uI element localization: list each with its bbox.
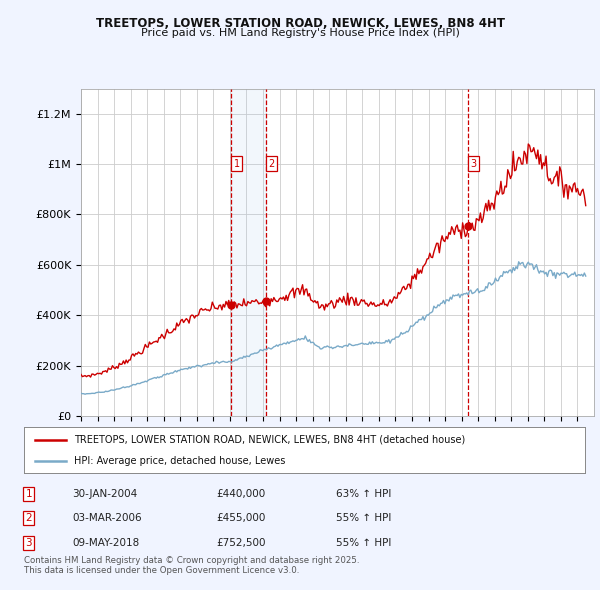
- Text: £440,000: £440,000: [216, 489, 265, 499]
- Text: 03-MAR-2006: 03-MAR-2006: [72, 513, 142, 523]
- Text: 09-MAY-2018: 09-MAY-2018: [72, 538, 139, 548]
- Text: 3: 3: [470, 159, 476, 169]
- Text: 63% ↑ HPI: 63% ↑ HPI: [336, 489, 391, 499]
- Text: 1: 1: [25, 489, 32, 499]
- Text: 30-JAN-2004: 30-JAN-2004: [72, 489, 137, 499]
- Text: Price paid vs. HM Land Registry's House Price Index (HPI): Price paid vs. HM Land Registry's House …: [140, 28, 460, 38]
- Text: TREETOPS, LOWER STATION ROAD, NEWICK, LEWES, BN8 4HT: TREETOPS, LOWER STATION ROAD, NEWICK, LE…: [95, 17, 505, 30]
- Bar: [231, 88, 266, 416]
- Text: HPI: Average price, detached house, Lewes: HPI: Average price, detached house, Lewe…: [74, 455, 286, 466]
- Text: 3: 3: [25, 538, 32, 548]
- Text: 55% ↑ HPI: 55% ↑ HPI: [336, 513, 391, 523]
- Text: 2: 2: [268, 159, 275, 169]
- Text: 55% ↑ HPI: 55% ↑ HPI: [336, 538, 391, 548]
- Text: 1: 1: [234, 159, 240, 169]
- Text: £455,000: £455,000: [216, 513, 265, 523]
- Text: £752,500: £752,500: [216, 538, 265, 548]
- Text: TREETOPS, LOWER STATION ROAD, NEWICK, LEWES, BN8 4HT (detached house): TREETOPS, LOWER STATION ROAD, NEWICK, LE…: [74, 435, 466, 445]
- Text: Contains HM Land Registry data © Crown copyright and database right 2025.
This d: Contains HM Land Registry data © Crown c…: [24, 556, 359, 575]
- Text: 2: 2: [25, 513, 32, 523]
